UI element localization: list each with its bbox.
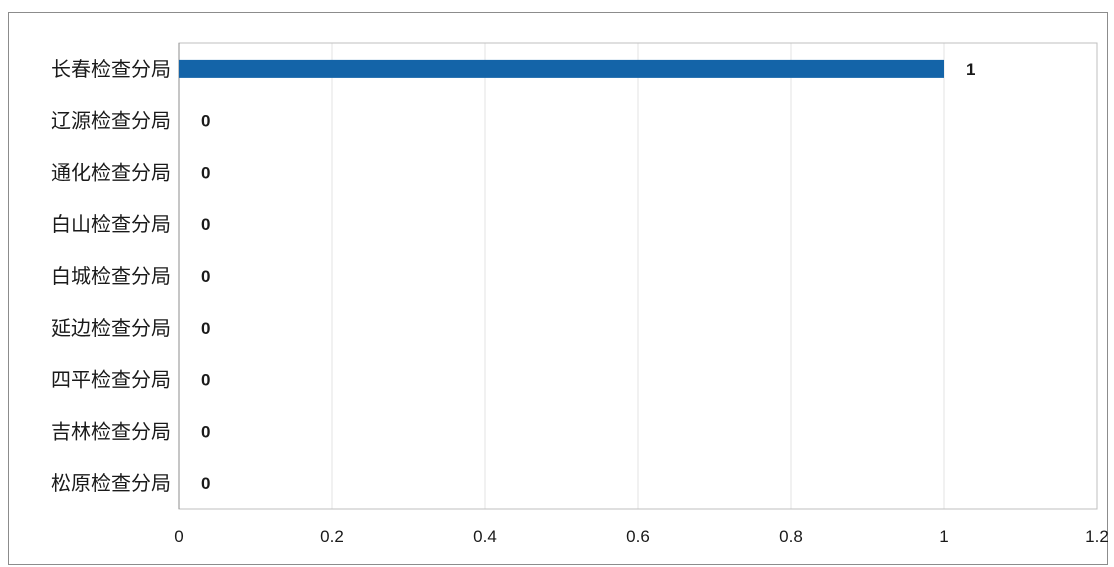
bar [179, 59, 944, 78]
x-tick-label: 1.2 [1085, 527, 1109, 546]
data-label: 0 [201, 112, 210, 131]
data-label: 0 [201, 319, 210, 338]
data-label: 0 [201, 474, 210, 493]
category-label: 吉林检查分局 [51, 419, 171, 443]
data-label: 0 [201, 422, 210, 441]
chart-frame: 0 0.2 0.4 0.6 0.8 1 1.2 长春检查分局 1 辽源检查分局 0 通化检查分局 0 白山… [8, 12, 1109, 565]
x-tick-label: 0 [174, 527, 183, 546]
category-label: 四平检查分局 [51, 368, 171, 392]
data-label: 0 [201, 215, 210, 234]
category-label: 松原检查分局 [51, 471, 171, 495]
x-tick-label: 0.2 [320, 527, 344, 546]
category-label: 辽源检查分局 [51, 109, 171, 133]
data-label: 1 [966, 60, 975, 79]
data-label: 0 [201, 163, 210, 182]
data-label: 0 [201, 267, 210, 286]
x-tick-label: 0.4 [473, 527, 497, 546]
bar-chart: 0 0.2 0.4 0.6 0.8 1 1.2 长春检查分局 1 辽源检查分局 0 通化检查分局 0 白山… [51, 42, 1109, 546]
category-label: 通化检查分局 [51, 160, 171, 184]
category-label: 长春检查分局 [51, 57, 171, 81]
category-label: 延边检查分局 [51, 316, 171, 340]
category-label: 白城检查分局 [51, 264, 171, 288]
x-tick-label: 1 [939, 527, 948, 546]
x-tick-label: 0.8 [779, 527, 803, 546]
x-tick-label: 0.6 [626, 527, 650, 546]
data-label: 0 [201, 371, 210, 390]
category-label: 白山检查分局 [51, 212, 171, 236]
